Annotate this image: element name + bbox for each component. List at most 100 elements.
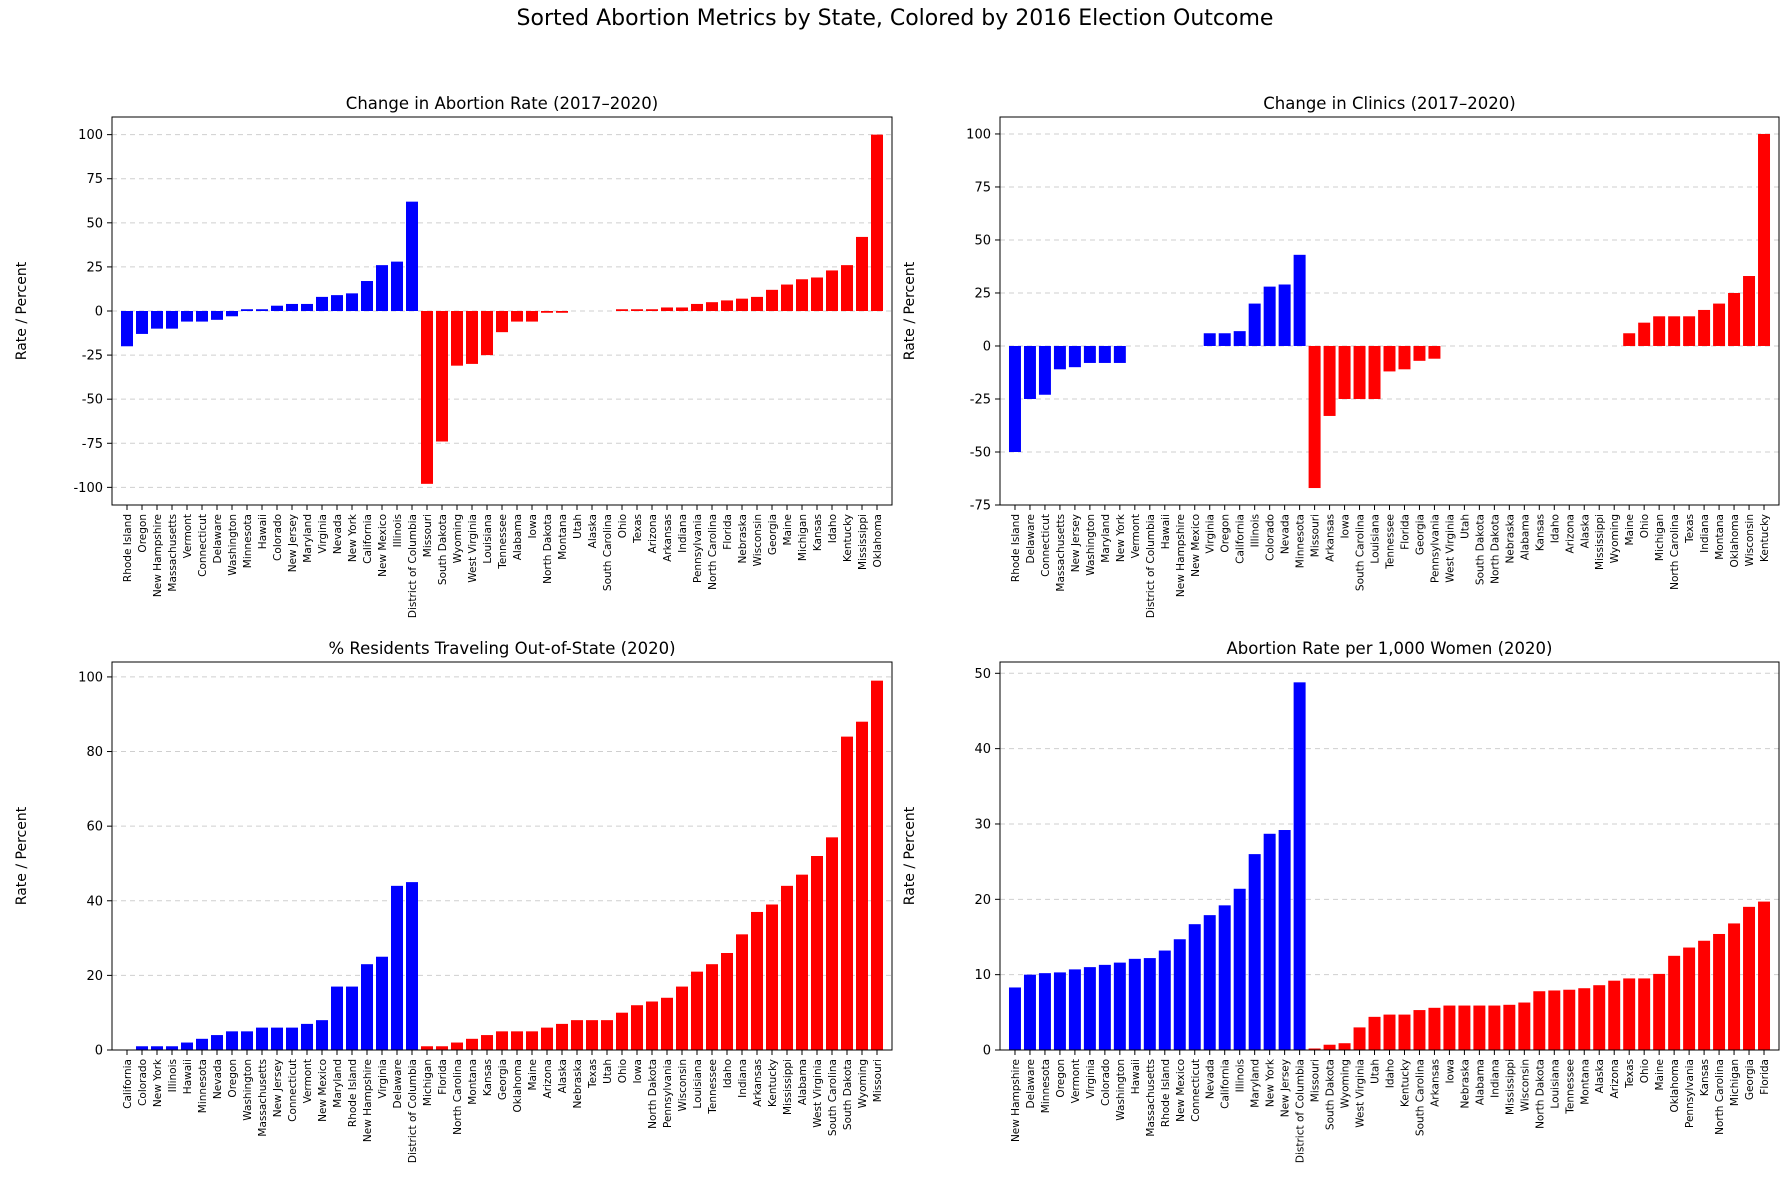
x-tick-label-texas: Texas [1624, 1059, 1636, 1089]
x-tick-label-missouri: Missouri [1310, 1059, 1322, 1102]
bar-florida [721, 300, 733, 311]
x-tick-label-minnesota: Minnesota [197, 1059, 209, 1113]
bar-florida [1758, 901, 1771, 1050]
x-tick-label-hawaii: Hawaii [1130, 1059, 1142, 1094]
bar-west-virginia [466, 311, 478, 364]
chart-abortion-rate-2020: 0 10 20 30 40 50 New Hampshire Delaware Minnesot… [902, 639, 1780, 1163]
bar-louisiana [691, 971, 703, 1050]
x-tick-label-georgia: Georgia [497, 1059, 509, 1100]
x-tick-label-colorado: Colorado [137, 1059, 149, 1106]
bar-illinois [166, 1046, 178, 1050]
bar-texas [586, 1020, 598, 1050]
bar-idaho [826, 270, 838, 311]
x-tick-label-indiana: Indiana [737, 1059, 749, 1098]
x-tick-label-alaska: Alaska [1579, 514, 1591, 548]
x-tick-label-indiana: Indiana [1699, 514, 1711, 553]
x-tick-label-north-dakota: North Dakota [542, 514, 554, 584]
bar-wyoming [451, 311, 463, 366]
y-tick-label: -50 [82, 393, 103, 408]
x-tick-label-north-dakota: North Dakota [647, 1059, 659, 1129]
bar-nevada [331, 295, 343, 311]
bar-maine [1653, 973, 1666, 1050]
x-tick-label-colorado: Colorado [1265, 514, 1277, 561]
x-tick-label-nevada: Nevada [1205, 1059, 1217, 1099]
bar-arkansas [661, 307, 673, 311]
bar-missouri [421, 311, 433, 484]
bar-montana [556, 311, 568, 313]
x-tick-label-kentucky: Kentucky [767, 1059, 779, 1107]
x-tick-label-vermont: Vermont [302, 1059, 314, 1103]
bar-louisiana [1548, 990, 1561, 1050]
x-tick-label-tennessee: Tennessee [1385, 514, 1397, 570]
x-tick-label-connecticut: Connecticut [287, 1059, 299, 1122]
x-tick-label-new-hampshire: New Hampshire [1010, 1059, 1022, 1142]
x-tick-label-tennessee: Tennessee [1564, 1059, 1576, 1115]
bar-delaware [1023, 345, 1036, 399]
chart-abortion-rate-change: -100 -75 -50 -25 0 25 50 75 100 Rhode Island Orego… [14, 94, 893, 618]
bar-new-mexico [376, 265, 388, 311]
bar-tennessee [706, 964, 718, 1050]
x-tick-label-vermont: Vermont [1130, 514, 1142, 558]
x-tick-label-washington: Washington [1085, 514, 1097, 576]
x-tick-label-illinois: Illinois [1235, 1059, 1247, 1092]
x-tick-label-michigan: Michigan [797, 514, 809, 561]
x-tick-label-delaware: Delaware [1025, 514, 1037, 563]
x-tick-label-new-jersey: New Jersey [272, 1059, 284, 1117]
x-tick-label-vermont: Vermont [182, 514, 194, 558]
y-tick-label: 10 [974, 968, 991, 983]
bar-missouri [1308, 1048, 1321, 1050]
y-tick-label: -25 [82, 349, 103, 364]
bar-montana [466, 1038, 478, 1050]
bar-kansas [481, 1035, 493, 1050]
bar-district-of-columbia [406, 201, 418, 311]
bar-nebraska [571, 1020, 583, 1050]
x-tick-label-alabama: Alabama [512, 514, 524, 560]
bar-massachusetts [256, 1027, 268, 1050]
x-tick-label-new-mexico: New Mexico [317, 1059, 329, 1122]
bar-arkansas [1323, 345, 1336, 416]
x-tick-label-alaska: Alaska [587, 514, 599, 548]
x-tick-label-hawaii: Hawaii [257, 514, 269, 549]
bar-florida [436, 1046, 448, 1050]
x-tick-label-alabama: Alabama [1474, 1059, 1486, 1105]
x-tick-label-california: California [362, 514, 374, 564]
y-tick-label: 100 [78, 670, 103, 685]
x-tick-label-kansas: Kansas [1699, 1059, 1711, 1096]
x-tick-label-idaho: Idaho [1549, 514, 1561, 543]
plot-frame [999, 116, 1780, 506]
y-tick-label: 50 [86, 216, 103, 231]
x-tick-label-tennessee: Tennessee [707, 1059, 719, 1115]
bar-oregon [226, 1031, 238, 1050]
x-tick-label-michigan: Michigan [422, 1059, 434, 1106]
bar-mississippi [781, 885, 793, 1050]
x-tick-label-utah: Utah [1459, 514, 1471, 539]
x-tick-label-wyoming: Wyoming [857, 1059, 869, 1108]
x-tick-label-north-carolina: North Carolina [1714, 1059, 1726, 1135]
bar-connecticut [1038, 345, 1051, 395]
x-tick-label-rhode-island: Rhode Island [1160, 1059, 1172, 1127]
bar-utah [601, 1020, 613, 1050]
bar-massachusetts [166, 311, 178, 329]
bar-south-dakota [841, 736, 853, 1050]
bar-alabama [511, 311, 523, 322]
plot-frame [111, 116, 893, 506]
x-tick-label-alaska: Alaska [557, 1059, 569, 1093]
x-tick-label-nevada: Nevada [1280, 514, 1292, 554]
x-tick-label-new-york: New York [152, 1058, 164, 1107]
bar-michigan [1653, 316, 1666, 346]
bar-north-dakota [1533, 991, 1546, 1050]
x-tick-label-minnesota: Minnesota [1040, 1059, 1052, 1113]
bar-connecticut [1188, 924, 1201, 1050]
bar-utah [1368, 1016, 1381, 1050]
bar-mississippi [1503, 1004, 1516, 1050]
y-axis-label: Rate / Percent [14, 261, 30, 360]
bar-connecticut [196, 311, 208, 322]
x-tick-label-hawaii: Hawaii [1160, 514, 1172, 549]
bar-tennessee [496, 311, 508, 333]
bar-north-carolina [451, 1042, 463, 1050]
x-tick-label-iowa: Iowa [1444, 1059, 1456, 1084]
x-tick-label-south-carolina: South Carolina [1414, 1059, 1426, 1136]
x-tick-label-massachusetts: Massachusetts [1055, 514, 1067, 592]
bar-iowa [631, 1005, 643, 1050]
x-tick-label-new-jersey: New Jersey [1070, 514, 1082, 572]
